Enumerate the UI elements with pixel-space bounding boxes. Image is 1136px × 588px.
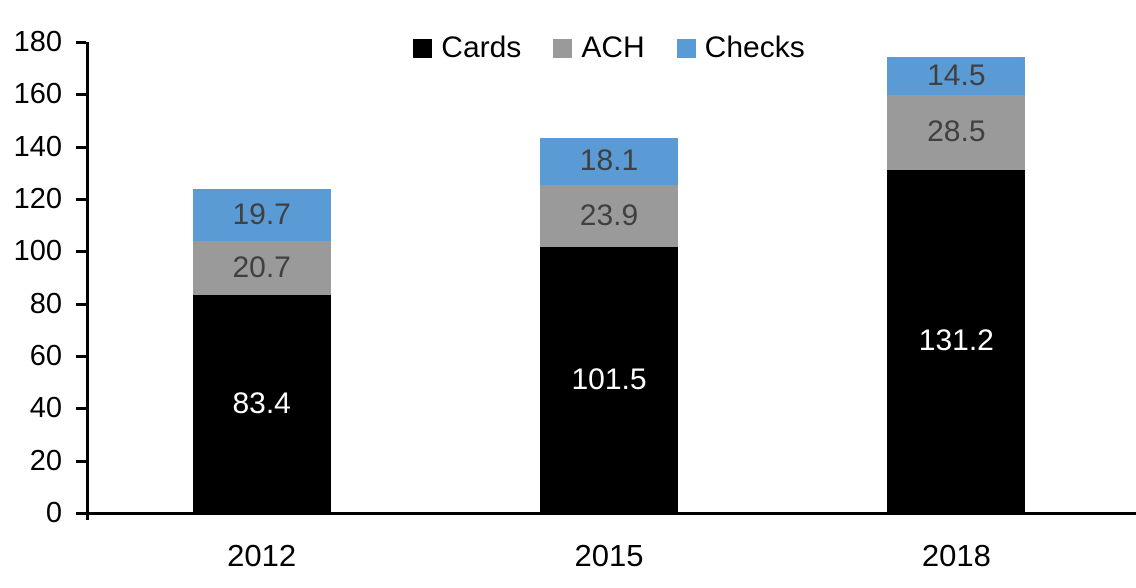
legend-swatch-icon: [676, 38, 696, 58]
bar-value-label: 23.9: [579, 199, 639, 233]
bar-value-label: 18.1: [579, 144, 639, 178]
bar-segment-2015-checks: 18.1: [540, 137, 678, 185]
legend-item-cards: Cards: [413, 31, 521, 65]
x-axis-category-label: 2015: [574, 538, 644, 573]
y-axis-tick-mark: [76, 250, 86, 254]
legend-item-label: ACH: [581, 31, 645, 64]
y-axis-tick-mark: [76, 459, 86, 463]
y-axis-tick-mark: [76, 407, 86, 411]
y-axis-tick-mark: [76, 512, 86, 515]
y-axis-tick-mark: [76, 355, 86, 358]
y-axis-tick-label: 40: [29, 392, 62, 425]
y-axis-tick-mark: [76, 302, 86, 306]
y-axis-tick-mark: [76, 93, 86, 97]
legend-swatch-icon: [553, 38, 573, 58]
y-axis-tick-mark: [76, 41, 86, 44]
bar-segment-2018-cards: 131.2: [887, 169, 1026, 513]
bar-segment-2012-cards: 83.4: [192, 294, 331, 513]
bar-segment-2012-checks: 19.7: [192, 189, 331, 241]
y-axis-tick-label: 180: [13, 26, 62, 58]
x-axis-line: [76, 512, 1136, 515]
legend-swatch-icon: [413, 38, 433, 58]
bar-value-label: 101.5: [571, 363, 647, 397]
x-axis-category-label: 2012: [227, 538, 297, 573]
bar-value-label: 19.7: [232, 197, 291, 231]
x-axis-category-label: 2018: [921, 538, 991, 573]
bar-value-label: 14.5: [927, 59, 986, 93]
y-axis-tick-label: 120: [13, 183, 62, 215]
legend-item-label: Cards: [441, 31, 522, 64]
bar-segment-2018-ach: 28.5: [887, 95, 1026, 170]
y-axis-tick-label: 100: [13, 235, 62, 268]
bar-segment-2015-cards: 101.5: [540, 247, 678, 513]
bar-value-label: 131.2: [918, 324, 994, 358]
bar-segment-2012-ach: 20.7: [192, 240, 331, 295]
legend: Cards ACH Checks: [88, 31, 1130, 65]
y-axis-line: [86, 42, 89, 520]
y-axis-tick-mark: [76, 145, 86, 149]
legend-item-label: Checks: [704, 31, 805, 64]
y-axis-tick-label: 60: [29, 340, 62, 372]
legend-item-checks: Checks: [676, 31, 805, 65]
bar-segment-2018-checks: 14.5: [887, 57, 1026, 96]
bar-segment-2015-ach: 23.9: [540, 184, 678, 248]
y-axis-tick-mark: [76, 198, 86, 201]
legend-item-ach: ACH: [553, 31, 645, 65]
y-axis-tick-label: 80: [29, 287, 62, 320]
bar-value-label: 83.4: [232, 386, 291, 420]
y-axis-tick-label: 20: [29, 444, 62, 477]
bar-value-label: 20.7: [232, 250, 291, 284]
y-axis-tick-label: 0: [45, 497, 62, 529]
y-axis-tick-label: 160: [13, 78, 62, 111]
bar-value-label: 28.5: [927, 115, 986, 149]
y-axis-tick-label: 140: [13, 130, 62, 163]
